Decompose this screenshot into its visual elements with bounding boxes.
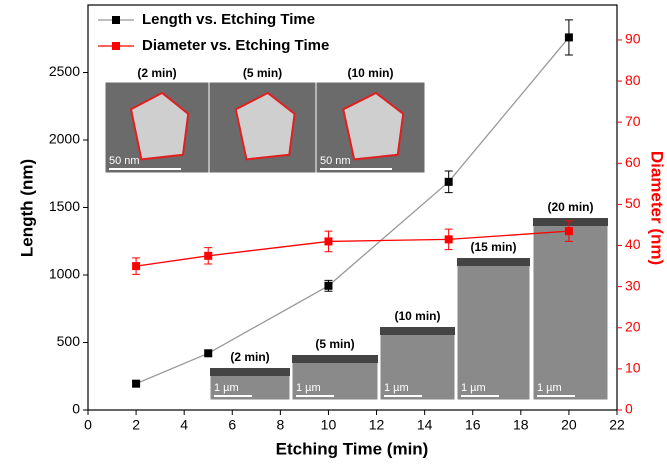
y2-tick-label: 80 — [625, 72, 641, 88]
y2-tick-label: 30 — [625, 277, 641, 293]
inset-header — [533, 218, 608, 226]
data-point — [444, 235, 453, 244]
inset-header — [380, 327, 455, 335]
data-point — [564, 33, 573, 42]
y-tick-label: 0 — [72, 401, 80, 417]
y2-tick-label: 50 — [625, 195, 641, 211]
scale-label: 1 µm — [461, 382, 486, 394]
x-tick-label: 0 — [84, 417, 92, 433]
y-tick-label: 2000 — [49, 131, 80, 147]
y-tick-label: 1500 — [49, 198, 80, 214]
x-tick-label: 4 — [180, 417, 188, 433]
y-axis-label: Length (nm) — [17, 159, 36, 257]
x-tick-label: 2 — [132, 417, 140, 433]
y2-tick-label: 70 — [625, 113, 641, 129]
inset-label: (10 min) — [394, 309, 440, 323]
y-tick-label: 2500 — [49, 63, 80, 79]
inset-label: (20 min) — [547, 200, 593, 214]
x-tick-label: 10 — [321, 417, 337, 433]
data-point — [324, 237, 333, 246]
y-tick-label: 500 — [57, 333, 81, 349]
y2-tick-label: 10 — [625, 360, 641, 376]
legend-marker — [112, 42, 120, 50]
data-point — [324, 281, 333, 290]
x-tick-label: 18 — [513, 417, 529, 433]
inset-image — [532, 217, 609, 401]
scale-label: 1 µm — [384, 382, 409, 394]
particle-outline — [234, 91, 296, 161]
legend-marker — [112, 16, 120, 24]
y2-tick-label: 60 — [625, 154, 641, 170]
y2-tick-label: 40 — [625, 236, 641, 252]
scale-label: 50 nm — [109, 155, 140, 167]
x-tick-label: 12 — [369, 417, 385, 433]
x-tick-label: 14 — [417, 417, 433, 433]
x-tick-label: 20 — [561, 417, 577, 433]
data-point — [204, 251, 213, 260]
y-tick-label: 1000 — [49, 266, 80, 282]
data-point — [132, 262, 141, 271]
y2-tick-label: 90 — [625, 31, 641, 47]
legend-label: Length vs. Etching Time — [142, 11, 315, 28]
y2-tick-label: 0 — [625, 401, 633, 417]
x-tick-label: 22 — [609, 417, 625, 433]
data-point — [132, 379, 141, 388]
inset-image — [379, 326, 456, 401]
legend-label: Diameter vs. Etching Time — [142, 37, 329, 54]
data-point — [444, 177, 453, 186]
inset-header — [292, 355, 378, 363]
x-tick-label: 16 — [465, 417, 481, 433]
x-tick-label: 8 — [276, 417, 284, 433]
y2-tick-label: 20 — [625, 318, 641, 334]
scale-label: 50 nm — [320, 155, 351, 167]
inset-header — [210, 368, 290, 376]
inset-image — [456, 257, 531, 401]
inset-label: (2 min) — [230, 350, 269, 364]
inset-label: (2 min) — [137, 66, 176, 80]
scale-label: 1 µm — [214, 382, 239, 394]
scale-label: 1 µm — [296, 382, 321, 394]
inset-label: (15 min) — [470, 240, 516, 254]
particle-outline — [129, 91, 190, 161]
x-tick-label: 6 — [228, 417, 236, 433]
inset-label: (10 min) — [347, 66, 393, 80]
data-point — [204, 349, 213, 358]
x-axis-label: Etching Time (min) — [276, 439, 429, 458]
scale-label: 1 µm — [537, 382, 562, 394]
inset-label: (5 min) — [243, 66, 282, 80]
particle-outline — [342, 91, 405, 161]
data-point — [564, 227, 573, 236]
inset-header — [457, 258, 530, 266]
inset-label: (5 min) — [315, 337, 354, 351]
y2-axis-label: Diameter (nm) — [648, 151, 667, 265]
